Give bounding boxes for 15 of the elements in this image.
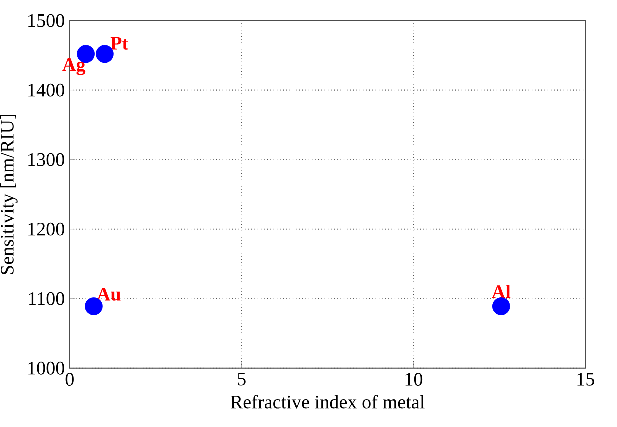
y-tick-label: 1400 bbox=[28, 84, 64, 97]
annotation: Al bbox=[492, 285, 511, 298]
x-axis-title: Refractive index of metal bbox=[230, 395, 425, 409]
annotation: Au bbox=[97, 288, 121, 301]
x-tick-label: 0 bbox=[66, 373, 74, 386]
y-axis-title: Sensitivity [nm/RIU] bbox=[0, 114, 18, 274]
x-tick-label: 15 bbox=[578, 373, 594, 386]
y-tick-label: 1100 bbox=[29, 292, 64, 306]
y-tick-label: 1200 bbox=[28, 222, 64, 236]
y-tick-label: 1500 bbox=[28, 14, 64, 28]
x-tick-label: 5 bbox=[238, 373, 246, 386]
y-tick-label: 1000 bbox=[28, 362, 64, 375]
x-tick-label: 10 bbox=[406, 373, 423, 386]
y-tick-label: 1300 bbox=[28, 153, 64, 166]
annotation: Pt bbox=[110, 37, 129, 50]
